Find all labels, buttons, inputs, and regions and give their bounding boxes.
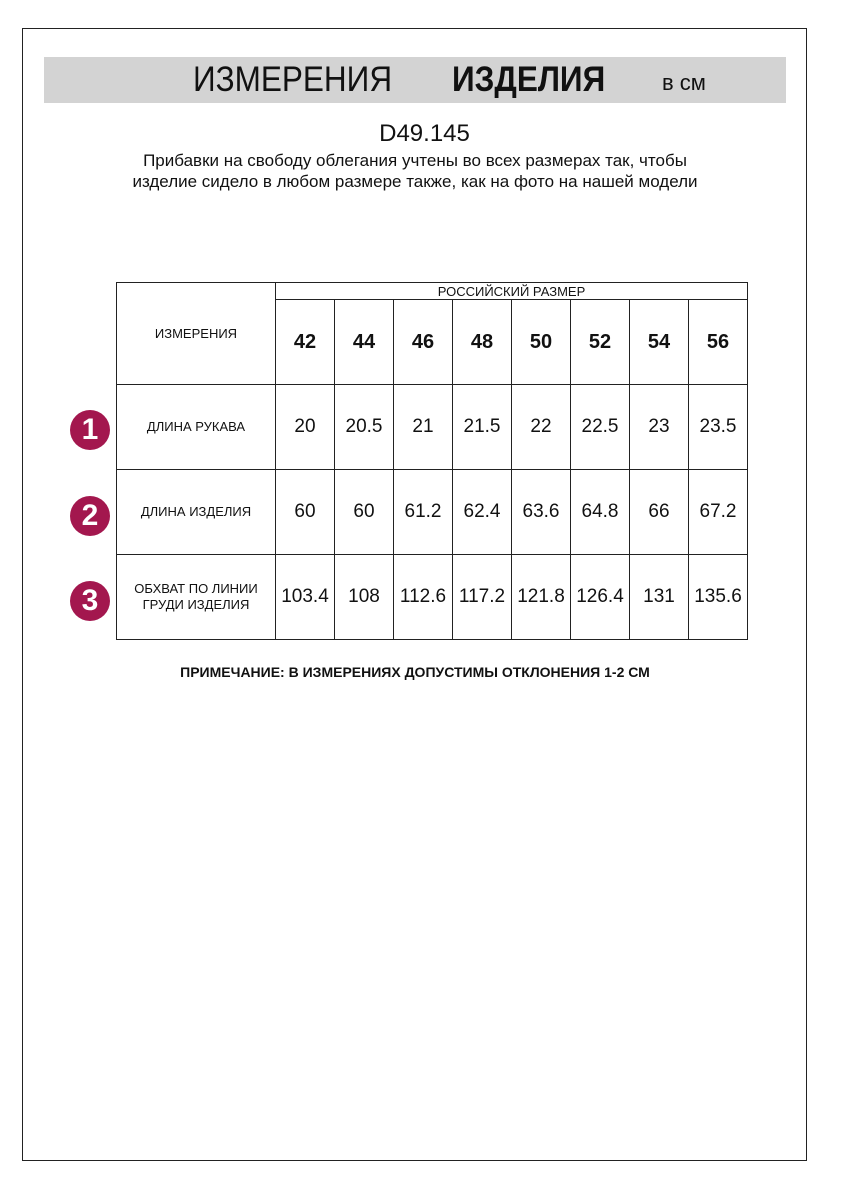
row-number-badge: 1 — [70, 410, 110, 450]
note: ПРИМЕЧАНИЕ: В ИЗМЕРЕНИЯХ ДОПУСТИМЫ ОТКЛО… — [180, 664, 650, 680]
product-code: D49.145 — [379, 120, 470, 147]
table-row: ДЛИНА ИЗДЕЛИЯ 60 60 61.2 62.4 63.6 64.8 66 67.2 — [116, 469, 748, 555]
table-cell: 103.4 — [275, 554, 335, 640]
table-cell: 60 — [275, 469, 335, 555]
size-header: 44 — [334, 299, 394, 385]
table-row: ДЛИНА РУКАВА 20 20.5 21 21.5 22 22.5 23 23.5 — [116, 384, 748, 470]
table-cell: 64.8 — [570, 469, 630, 555]
row-label: ДЛИНА ИЗДЕЛИЯ — [116, 469, 276, 555]
table-cell: 121.8 — [511, 554, 571, 640]
table-cell: 23 — [629, 384, 689, 470]
size-header: 50 — [511, 299, 571, 385]
sizes-row: 42 44 46 48 50 52 54 56 — [117, 299, 748, 385]
table-cell: 21 — [393, 384, 453, 470]
table-row: ОБХВАТ ПО ЛИНИИ ГРУДИ ИЗДЕЛИЯ 103.4 108 112… — [116, 554, 748, 640]
title-regular: ИЗМЕРЕНИЯ — [193, 60, 393, 99]
table-cell: 66 — [629, 469, 689, 555]
size-header: 48 — [452, 299, 512, 385]
table-cell: 60 — [334, 469, 394, 555]
title-bold: ИЗДЕЛИЯ — [452, 60, 606, 99]
table-cell: 22.5 — [570, 384, 630, 470]
table-cell: 67.2 — [688, 469, 748, 555]
size-header: 42 — [275, 299, 335, 385]
size-header: 52 — [570, 299, 630, 385]
table-cell: 63.6 — [511, 469, 571, 555]
group-header: РОССИЙСКИЙ РАЗМЕР — [275, 282, 748, 300]
corner-label: ИЗМЕРЕНИЯ — [116, 282, 276, 385]
table-cell: 22 — [511, 384, 571, 470]
table-cell: 21.5 — [452, 384, 512, 470]
table-cell: 20 — [275, 384, 335, 470]
table-cell: 20.5 — [334, 384, 394, 470]
row-label: ОБХВАТ ПО ЛИНИИ ГРУДИ ИЗДЕЛИЯ — [116, 554, 276, 640]
table-cell: 112.6 — [393, 554, 453, 640]
table-cell: 108 — [334, 554, 394, 640]
row-label: ДЛИНА РУКАВА — [116, 384, 276, 470]
table-cell: 23.5 — [688, 384, 748, 470]
size-header: 56 — [688, 299, 748, 385]
size-table: ИЗМЕРЕНИЯ РОССИЙСКИЙ РАЗМЕР 42 44 46 48 50 52… — [116, 282, 748, 640]
page-frame — [22, 28, 807, 1161]
table-cell: 61.2 — [393, 469, 453, 555]
header-bar — [44, 57, 786, 103]
table-cell: 135.6 — [688, 554, 748, 640]
table-cell: 131 — [629, 554, 689, 640]
table-cell: 62.4 — [452, 469, 512, 555]
size-header: 46 — [393, 299, 453, 385]
unit-label: в см — [662, 70, 706, 95]
row-number-badge: 3 — [70, 581, 110, 621]
table-cell: 117.2 — [452, 554, 512, 640]
table-cell: 126.4 — [570, 554, 630, 640]
row-number-badge: 2 — [70, 496, 110, 536]
description: Прибавки на свободу облегания учтены во … — [132, 151, 698, 191]
size-header: 54 — [629, 299, 689, 385]
